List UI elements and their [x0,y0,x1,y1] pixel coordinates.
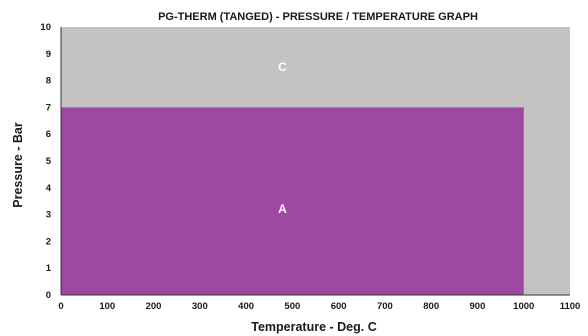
x-tick-label: 200 [146,301,162,312]
y-tick-label: 0 [46,290,51,301]
x-tick-label: 600 [331,301,347,312]
x-tick-labels: 0 100 200 300 400 500 600 700 800 900 1000 1100 [58,301,580,312]
y-tick-label: 5 [46,156,52,167]
chart-regions: CA [61,27,570,296]
x-tick-label: 700 [377,301,393,312]
y-tick-labels: 0 1 2 3 4 5 6 7 8 9 10 [40,22,51,301]
y-tick-label: 10 [40,22,51,33]
x-tick-label: 500 [284,301,300,312]
y-tick-label: 3 [46,210,51,221]
y-tick-label: 4 [46,183,52,194]
chart-axes [60,27,570,296]
x-tick-label: 0 [58,301,63,312]
region-c-label: C [278,60,287,74]
region-a-area [61,107,524,296]
y-tick-label: 9 [46,49,51,60]
chart-title: PG-THERM (TANGED) - PRESSURE / TEMPERATU… [158,11,478,23]
y-tick-label: 2 [46,236,51,247]
y-tick-label: 8 [46,76,51,87]
x-tick-label: 400 [238,301,254,312]
x-tick-label: 1100 [560,301,581,312]
y-tick-label: 7 [46,102,51,113]
x-tick-label: 800 [423,301,439,312]
y-axis-title: Pressure - Bar [11,122,25,208]
x-axis-title: Temperature - Deg. C [251,320,377,334]
region-a-label: A [278,202,287,216]
x-tick-label: 1000 [513,301,534,312]
y-tick-label: 1 [46,263,52,274]
x-tick-label: 300 [192,301,208,312]
y-tick-label: 6 [46,129,51,140]
x-tick-label: 900 [470,301,486,312]
x-tick-label: 100 [99,301,115,312]
